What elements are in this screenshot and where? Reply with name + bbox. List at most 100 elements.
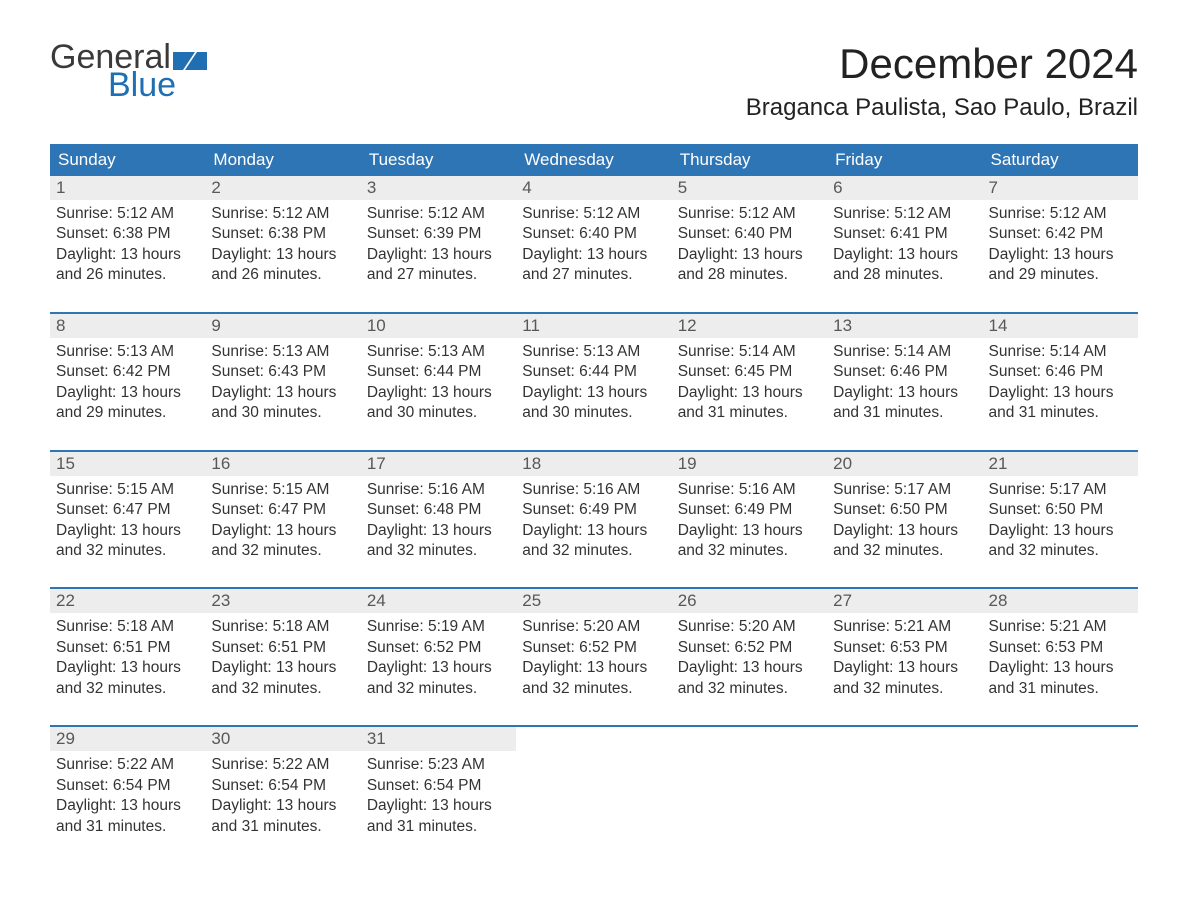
day-d1: Daylight: 13 hours xyxy=(211,383,354,403)
day-header: Friday xyxy=(827,144,982,176)
day-data-cell xyxy=(516,751,671,843)
day-d1: Daylight: 13 hours xyxy=(989,521,1132,541)
day-number-cell xyxy=(516,727,671,751)
day-d1: Daylight: 13 hours xyxy=(56,796,199,816)
day-d1: Daylight: 13 hours xyxy=(56,658,199,678)
day-sunrise: Sunrise: 5:15 AM xyxy=(56,480,199,500)
day-number-cell: 31 xyxy=(361,727,516,751)
header: General Blue December 2024 Braganca Paul… xyxy=(50,40,1138,136)
day-d2: and 32 minutes. xyxy=(678,679,821,699)
day-sunset: Sunset: 6:46 PM xyxy=(989,362,1132,382)
day-d2: and 30 minutes. xyxy=(367,403,510,423)
day-data-cell: Sunrise: 5:23 AMSunset: 6:54 PMDaylight:… xyxy=(361,751,516,843)
day-data-cell: Sunrise: 5:12 AMSunset: 6:39 PMDaylight:… xyxy=(361,200,516,313)
day-d1: Daylight: 13 hours xyxy=(833,383,976,403)
day-d1: Daylight: 13 hours xyxy=(989,245,1132,265)
day-data-cell: Sunrise: 5:20 AMSunset: 6:52 PMDaylight:… xyxy=(516,613,671,726)
day-sunrise: Sunrise: 5:13 AM xyxy=(211,342,354,362)
day-header: Saturday xyxy=(983,144,1138,176)
day-sunrise: Sunrise: 5:12 AM xyxy=(678,204,821,224)
day-data-row: Sunrise: 5:22 AMSunset: 6:54 PMDaylight:… xyxy=(50,751,1138,843)
day-sunrise: Sunrise: 5:13 AM xyxy=(56,342,199,362)
day-sunset: Sunset: 6:52 PM xyxy=(367,638,510,658)
day-header: Monday xyxy=(205,144,360,176)
day-d1: Daylight: 13 hours xyxy=(522,383,665,403)
day-d2: and 32 minutes. xyxy=(56,679,199,699)
day-d1: Daylight: 13 hours xyxy=(522,521,665,541)
day-sunset: Sunset: 6:42 PM xyxy=(56,362,199,382)
day-number-cell: 19 xyxy=(672,452,827,476)
day-sunset: Sunset: 6:51 PM xyxy=(56,638,199,658)
day-d2: and 30 minutes. xyxy=(522,403,665,423)
day-number-cell: 26 xyxy=(672,589,827,613)
day-d1: Daylight: 13 hours xyxy=(367,245,510,265)
day-d2: and 32 minutes. xyxy=(522,679,665,699)
day-sunset: Sunset: 6:52 PM xyxy=(522,638,665,658)
day-sunrise: Sunrise: 5:14 AM xyxy=(989,342,1132,362)
day-number-cell: 10 xyxy=(361,314,516,338)
day-sunset: Sunset: 6:47 PM xyxy=(211,500,354,520)
day-d2: and 31 minutes. xyxy=(678,403,821,423)
day-sunrise: Sunrise: 5:18 AM xyxy=(56,617,199,637)
day-d2: and 28 minutes. xyxy=(678,265,821,285)
day-number-cell xyxy=(827,727,982,751)
day-data-row: Sunrise: 5:18 AMSunset: 6:51 PMDaylight:… xyxy=(50,613,1138,726)
day-number-cell: 30 xyxy=(205,727,360,751)
day-d2: and 32 minutes. xyxy=(522,541,665,561)
day-number-cell: 29 xyxy=(50,727,205,751)
day-d2: and 30 minutes. xyxy=(211,403,354,423)
day-d1: Daylight: 13 hours xyxy=(367,796,510,816)
day-sunset: Sunset: 6:49 PM xyxy=(678,500,821,520)
day-d2: and 26 minutes. xyxy=(56,265,199,285)
day-number-cell: 23 xyxy=(205,589,360,613)
day-sunset: Sunset: 6:42 PM xyxy=(989,224,1132,244)
day-data-cell: Sunrise: 5:12 AMSunset: 6:42 PMDaylight:… xyxy=(983,200,1138,313)
day-number-row: 1234567 xyxy=(50,176,1138,200)
day-d2: and 27 minutes. xyxy=(367,265,510,285)
day-sunset: Sunset: 6:43 PM xyxy=(211,362,354,382)
month-title: December 2024 xyxy=(746,40,1138,88)
day-d2: and 31 minutes. xyxy=(989,403,1132,423)
day-d1: Daylight: 13 hours xyxy=(989,658,1132,678)
day-number-row: 293031 xyxy=(50,727,1138,751)
day-data-cell: Sunrise: 5:14 AMSunset: 6:46 PMDaylight:… xyxy=(983,338,1138,451)
day-number-row: 891011121314 xyxy=(50,314,1138,338)
day-d2: and 31 minutes. xyxy=(989,679,1132,699)
day-sunrise: Sunrise: 5:21 AM xyxy=(833,617,976,637)
day-data-row: Sunrise: 5:13 AMSunset: 6:42 PMDaylight:… xyxy=(50,338,1138,451)
location-text: Braganca Paulista, Sao Paulo, Brazil xyxy=(746,94,1138,122)
day-number-cell: 5 xyxy=(672,176,827,200)
day-sunset: Sunset: 6:48 PM xyxy=(367,500,510,520)
day-d2: and 28 minutes. xyxy=(833,265,976,285)
day-sunset: Sunset: 6:40 PM xyxy=(522,224,665,244)
day-sunset: Sunset: 6:54 PM xyxy=(56,776,199,796)
day-sunset: Sunset: 6:51 PM xyxy=(211,638,354,658)
day-number-cell xyxy=(672,727,827,751)
day-d1: Daylight: 13 hours xyxy=(678,658,821,678)
day-data-cell: Sunrise: 5:14 AMSunset: 6:46 PMDaylight:… xyxy=(827,338,982,451)
day-sunset: Sunset: 6:49 PM xyxy=(522,500,665,520)
day-sunset: Sunset: 6:38 PM xyxy=(56,224,199,244)
day-d1: Daylight: 13 hours xyxy=(833,521,976,541)
day-d1: Daylight: 13 hours xyxy=(56,245,199,265)
day-sunrise: Sunrise: 5:23 AM xyxy=(367,755,510,775)
day-data-row: Sunrise: 5:12 AMSunset: 6:38 PMDaylight:… xyxy=(50,200,1138,313)
day-d1: Daylight: 13 hours xyxy=(833,245,976,265)
day-sunset: Sunset: 6:40 PM xyxy=(678,224,821,244)
day-number-cell: 1 xyxy=(50,176,205,200)
day-data-cell: Sunrise: 5:20 AMSunset: 6:52 PMDaylight:… xyxy=(672,613,827,726)
day-sunset: Sunset: 6:44 PM xyxy=(367,362,510,382)
day-data-cell: Sunrise: 5:18 AMSunset: 6:51 PMDaylight:… xyxy=(205,613,360,726)
day-data-cell: Sunrise: 5:19 AMSunset: 6:52 PMDaylight:… xyxy=(361,613,516,726)
day-d2: and 31 minutes. xyxy=(367,817,510,837)
day-data-cell: Sunrise: 5:16 AMSunset: 6:49 PMDaylight:… xyxy=(672,476,827,589)
day-data-cell: Sunrise: 5:13 AMSunset: 6:44 PMDaylight:… xyxy=(516,338,671,451)
day-sunrise: Sunrise: 5:22 AM xyxy=(211,755,354,775)
day-header: Wednesday xyxy=(516,144,671,176)
day-d1: Daylight: 13 hours xyxy=(211,245,354,265)
day-d1: Daylight: 13 hours xyxy=(56,383,199,403)
day-sunrise: Sunrise: 5:20 AM xyxy=(678,617,821,637)
day-data-cell: Sunrise: 5:12 AMSunset: 6:40 PMDaylight:… xyxy=(672,200,827,313)
day-data-cell: Sunrise: 5:12 AMSunset: 6:41 PMDaylight:… xyxy=(827,200,982,313)
day-number-cell: 9 xyxy=(205,314,360,338)
